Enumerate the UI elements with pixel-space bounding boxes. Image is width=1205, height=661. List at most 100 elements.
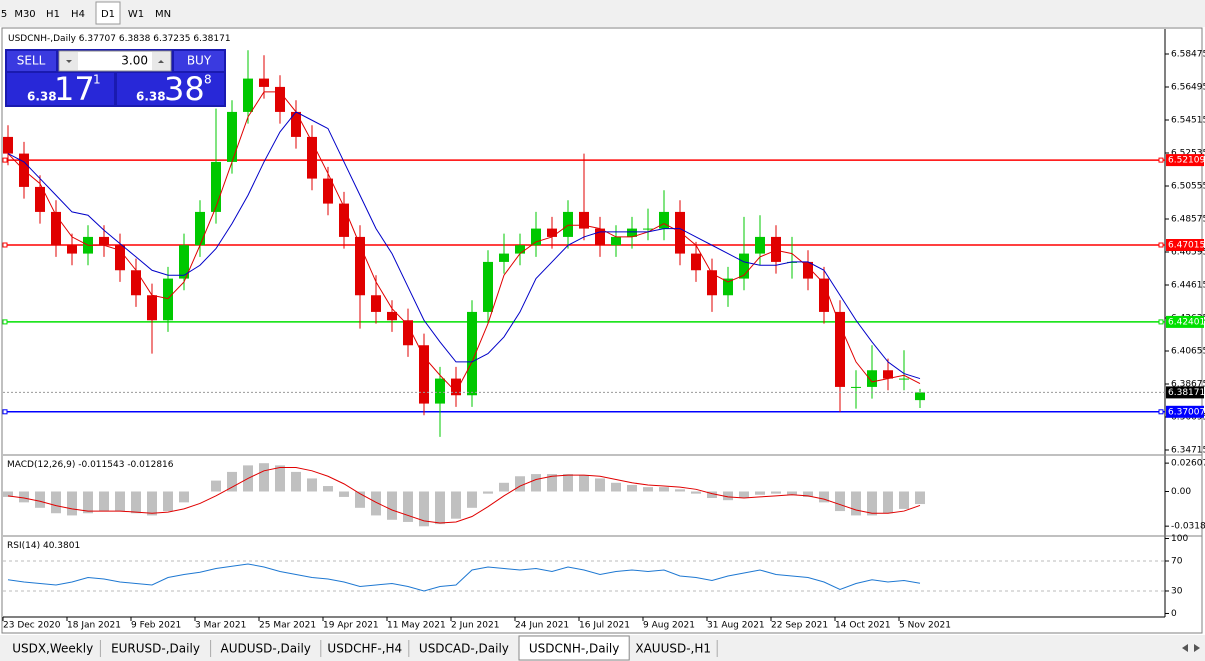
y-tick-label: 6.48575: [1171, 215, 1205, 225]
level-label-bg: [1166, 154, 1204, 167]
candle-body: [451, 378, 461, 396]
histogram-bar: [579, 475, 589, 492]
histogram-bar: [627, 484, 637, 492]
y-tick-label: 6.34715: [1171, 446, 1205, 456]
histogram-bar: [211, 480, 221, 492]
x-tick-label: 23 Dec 2020: [3, 621, 61, 631]
histogram-bar: [643, 487, 653, 492]
timeframe-button[interactable]: 5: [1, 9, 7, 20]
candle-body: [371, 295, 381, 312]
candle-body: [163, 278, 173, 321]
level-label-bg: [1166, 405, 1204, 418]
level-label-bg: [1166, 315, 1204, 328]
histogram-bar: [611, 482, 621, 492]
level-label: 6.42401: [1168, 317, 1205, 327]
chart-frame: [1, 27, 1203, 634]
histogram-bar: [835, 491, 845, 512]
histogram-bar: [179, 491, 189, 503]
rsi-header: RSI(14) 40.3801: [7, 541, 80, 551]
histogram-bar: [99, 491, 109, 512]
level-handle: [2, 319, 8, 325]
buy-label[interactable]: BUY: [187, 54, 212, 68]
candle-body: [211, 161, 221, 212]
candle-body: [835, 311, 845, 387]
sell-price-sup: 1: [93, 73, 101, 87]
timeframe-button[interactable]: M30: [14, 9, 35, 20]
tab-active: [518, 635, 630, 661]
timeframe-button[interactable]: D1: [101, 9, 115, 20]
candle-body: [851, 386, 861, 388]
tab[interactable]: USDCAD-,Daily: [419, 642, 509, 656]
buy-price-small: 6.38: [136, 90, 166, 104]
candle-body: [483, 261, 493, 312]
sell-button[interactable]: [7, 51, 56, 71]
close: 6.38171: [193, 34, 230, 44]
histogram-bar: [771, 491, 781, 494]
histogram-bar: [435, 491, 445, 525]
buy-price-box[interactable]: [117, 73, 224, 105]
rsi-line: [7, 563, 921, 592]
x-tick-label: 9 Aug 2021: [643, 621, 695, 631]
histogram-bar: [51, 491, 61, 514]
histogram-bar: [483, 491, 493, 494]
tab[interactable]: USDCNH-,Daily: [529, 642, 620, 656]
candle-body: [403, 320, 413, 346]
sell-price-box[interactable]: [7, 73, 114, 105]
tab[interactable]: EURUSD-,Daily: [111, 642, 200, 656]
x-tick-label: 18 Jan 2021: [67, 621, 121, 631]
timeframe-button[interactable]: W1: [128, 9, 144, 20]
x-tick-label: 16 Jul 2021: [579, 621, 630, 631]
tab[interactable]: USDCHF-,H4: [327, 642, 402, 656]
candle-body: [883, 370, 893, 379]
lot-input[interactable]: [58, 50, 172, 72]
histogram-bar: [899, 491, 909, 509]
candle-body: [515, 245, 525, 254]
candle-body: [259, 78, 269, 87]
scroll-left[interactable]: [1182, 644, 1188, 652]
histogram-bar: [819, 491, 829, 503]
lot-value[interactable]: 3.00: [121, 54, 148, 68]
y-tick-label: 0.02607: [1171, 459, 1205, 469]
histogram-bar: [147, 491, 157, 516]
low: 6.37235: [153, 34, 190, 44]
trade-panel: SELL 3.00 BUY 6.38 17 1 6.38 38 8: [5, 49, 226, 108]
histogram-bar: [467, 491, 477, 508]
x-tick-label: 9 Feb 2021: [131, 621, 181, 631]
candle-body: [131, 270, 141, 296]
x-tick-label: 19 Apr 2021: [323, 621, 379, 631]
y-tick-label: 0.00: [1171, 487, 1191, 497]
tab[interactable]: USDX,Weekly: [12, 642, 93, 656]
moving-average: [7, 111, 921, 380]
candle-body: [739, 253, 749, 279]
candle-body: [243, 78, 253, 112]
y-tick-label: 6.46595: [1171, 248, 1205, 258]
down-arrow: [66, 60, 72, 63]
histogram-bar: [723, 491, 733, 501]
histogram-bar: [83, 491, 93, 514]
histogram-bar: [707, 491, 717, 499]
histogram-bar: [163, 491, 173, 512]
candle-body: [435, 378, 445, 404]
buy-button[interactable]: [174, 51, 224, 71]
level-handle: [1158, 319, 1164, 325]
tab[interactable]: XAUUSD-,H1: [635, 642, 711, 656]
timeframe-button[interactable]: H4: [71, 9, 85, 20]
candle-body: [387, 311, 397, 321]
bid-label: 6.38171: [1168, 388, 1205, 398]
sell-label[interactable]: SELL: [17, 54, 46, 68]
tab[interactable]: AUDUSD-,Daily: [221, 642, 311, 656]
candle-body: [627, 228, 637, 237]
candle-body: [771, 236, 781, 262]
sell-price-small: 6.38: [27, 90, 57, 104]
histogram-bar: [451, 491, 461, 519]
candle-body: [323, 178, 333, 204]
timeframe-button[interactable]: H1: [46, 9, 60, 20]
scroll-right[interactable]: [1194, 644, 1200, 652]
macd-header: MACD(12,26,9) -0.011543 -0.012816: [7, 460, 174, 470]
y-tick-label: 70: [1171, 556, 1183, 566]
candle-body: [275, 86, 285, 112]
timeframe-button[interactable]: MN: [155, 9, 171, 20]
sell-price-big: 17: [54, 70, 95, 108]
candle-body: [659, 211, 669, 229]
